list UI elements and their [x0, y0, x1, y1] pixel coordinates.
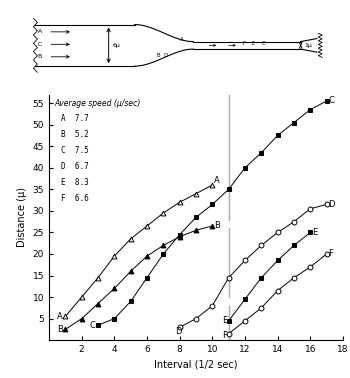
- Text: B: B: [38, 54, 42, 59]
- Text: C: C: [38, 42, 42, 47]
- Text: B: B: [57, 325, 63, 334]
- Text: 1μ: 1μ: [304, 43, 312, 48]
- Text: D: D: [328, 200, 335, 209]
- Text: C: C: [90, 321, 96, 330]
- Text: C: C: [328, 96, 334, 105]
- Text: B  5.2: B 5.2: [61, 130, 89, 139]
- Text: D  6.7: D 6.7: [61, 162, 89, 171]
- Text: E: E: [312, 228, 317, 237]
- X-axis label: Interval (1/2 sec): Interval (1/2 sec): [154, 359, 238, 370]
- Text: C  7.5: C 7.5: [61, 146, 89, 155]
- Text: C: C: [262, 42, 265, 46]
- Text: F: F: [242, 42, 245, 46]
- Text: E: E: [252, 42, 255, 46]
- Text: D: D: [175, 327, 181, 336]
- Text: B: B: [214, 222, 220, 231]
- Text: A: A: [57, 312, 63, 321]
- Text: A: A: [180, 37, 184, 42]
- Text: A  7.7: A 7.7: [61, 114, 89, 123]
- Text: Average speed (μ/sec): Average speed (μ/sec): [55, 99, 141, 108]
- Text: E  8.3: E 8.3: [61, 178, 89, 187]
- Text: 6μ: 6μ: [113, 43, 120, 48]
- Text: F  6.6: F 6.6: [61, 194, 89, 203]
- Text: B  D: B D: [158, 53, 169, 58]
- Text: A: A: [38, 29, 42, 34]
- Y-axis label: Distance (μ): Distance (μ): [17, 187, 27, 247]
- Text: F: F: [328, 249, 333, 259]
- Text: A: A: [214, 176, 220, 185]
- Text: F: F: [222, 332, 227, 341]
- Text: E: E: [222, 316, 227, 325]
